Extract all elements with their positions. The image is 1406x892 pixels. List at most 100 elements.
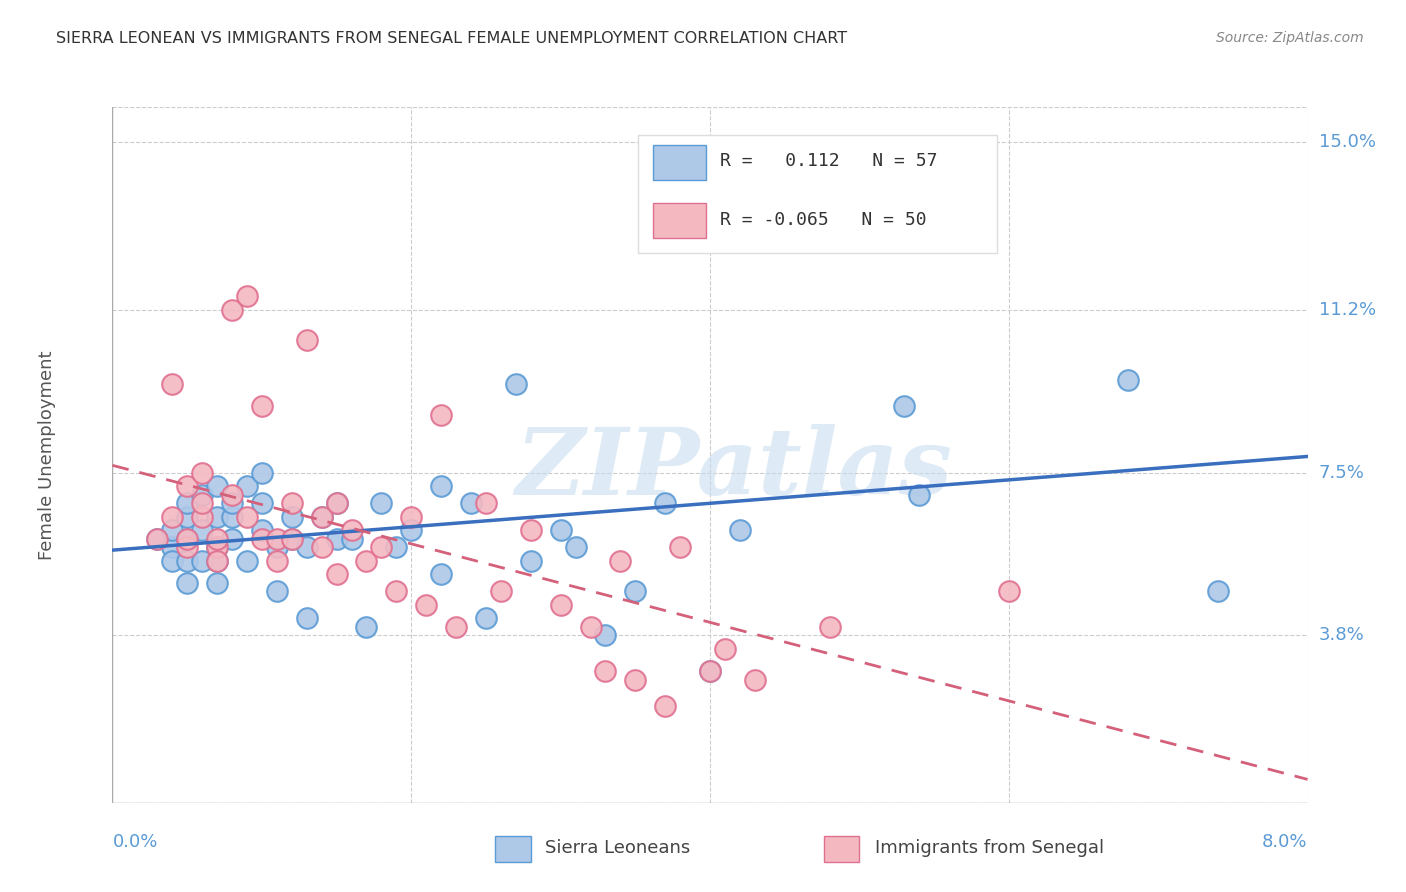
- Text: 8.0%: 8.0%: [1263, 833, 1308, 851]
- Point: [385, 584, 408, 599]
- Point: [266, 541, 288, 555]
- Point: [520, 523, 543, 537]
- Point: [266, 532, 288, 546]
- Text: R = -0.065   N = 50: R = -0.065 N = 50: [720, 211, 927, 228]
- Point: [340, 532, 363, 546]
- Point: [221, 509, 243, 524]
- Point: [162, 541, 183, 555]
- Point: [281, 532, 304, 546]
- Point: [654, 496, 676, 510]
- Text: R =   0.112   N = 57: R = 0.112 N = 57: [720, 153, 936, 170]
- Point: [250, 532, 273, 546]
- Point: [430, 566, 453, 581]
- Point: [236, 553, 259, 567]
- Point: [520, 553, 543, 567]
- Point: [281, 509, 304, 524]
- Point: [236, 289, 259, 303]
- Text: Sierra Leoneans: Sierra Leoneans: [546, 839, 690, 857]
- Point: [176, 532, 198, 546]
- Point: [311, 509, 333, 524]
- Point: [191, 509, 214, 524]
- Point: [205, 553, 228, 567]
- Point: [340, 523, 363, 537]
- Point: [221, 532, 243, 546]
- Point: [281, 496, 304, 510]
- Point: [489, 584, 512, 599]
- Point: [444, 620, 467, 634]
- Point: [221, 487, 243, 501]
- Point: [595, 628, 617, 642]
- Point: [311, 509, 333, 524]
- Point: [475, 611, 498, 625]
- Point: [205, 479, 228, 493]
- Point: [176, 496, 198, 510]
- Text: ZIPatlas: ZIPatlas: [516, 424, 952, 514]
- Point: [818, 620, 841, 634]
- Point: [176, 575, 198, 590]
- Point: [1206, 584, 1229, 599]
- Point: [236, 479, 259, 493]
- Point: [460, 496, 482, 510]
- Point: [191, 496, 214, 510]
- Point: [744, 673, 766, 687]
- Point: [624, 673, 647, 687]
- Point: [609, 553, 631, 567]
- Point: [550, 598, 572, 612]
- Point: [266, 584, 288, 599]
- Point: [356, 553, 378, 567]
- Point: [250, 400, 273, 414]
- Point: [997, 584, 1019, 599]
- Point: [205, 553, 228, 567]
- Point: [415, 598, 437, 612]
- Point: [1116, 373, 1139, 387]
- Point: [205, 532, 228, 546]
- Point: [325, 496, 347, 510]
- Point: [191, 487, 214, 501]
- Point: [176, 479, 198, 493]
- Point: [162, 509, 183, 524]
- Point: [848, 166, 870, 180]
- Point: [176, 541, 198, 555]
- Point: [699, 664, 721, 678]
- Point: [205, 541, 228, 555]
- Point: [430, 409, 453, 423]
- Point: [191, 553, 214, 567]
- Bar: [824, 836, 859, 862]
- Point: [654, 698, 676, 713]
- Point: [146, 532, 169, 546]
- Point: [281, 532, 304, 546]
- Point: [205, 575, 228, 590]
- Point: [295, 541, 318, 555]
- Point: [430, 479, 453, 493]
- Point: [325, 566, 347, 581]
- Point: [505, 377, 527, 392]
- Point: [176, 509, 198, 524]
- Point: [370, 541, 392, 555]
- Point: [176, 553, 198, 567]
- Point: [191, 466, 214, 480]
- Point: [893, 400, 915, 414]
- Point: [266, 553, 288, 567]
- Text: 3.8%: 3.8%: [1319, 626, 1364, 644]
- Bar: [495, 836, 531, 862]
- Point: [370, 496, 392, 510]
- Point: [624, 584, 647, 599]
- Point: [401, 509, 423, 524]
- Point: [564, 541, 586, 555]
- Point: [176, 532, 198, 546]
- Point: [595, 664, 617, 678]
- Text: Source: ZipAtlas.com: Source: ZipAtlas.com: [1216, 31, 1364, 45]
- Point: [325, 532, 347, 546]
- Point: [311, 541, 333, 555]
- Text: 11.2%: 11.2%: [1319, 301, 1376, 318]
- Point: [221, 496, 243, 510]
- Point: [205, 541, 228, 555]
- Point: [699, 664, 721, 678]
- Point: [205, 509, 228, 524]
- Text: 15.0%: 15.0%: [1319, 133, 1375, 152]
- Text: Female Unemployment: Female Unemployment: [38, 351, 56, 559]
- Text: SIERRA LEONEAN VS IMMIGRANTS FROM SENEGAL FEMALE UNEMPLOYMENT CORRELATION CHART: SIERRA LEONEAN VS IMMIGRANTS FROM SENEGA…: [56, 31, 848, 46]
- Point: [401, 523, 423, 537]
- Point: [191, 523, 214, 537]
- Text: Immigrants from Senegal: Immigrants from Senegal: [875, 839, 1104, 857]
